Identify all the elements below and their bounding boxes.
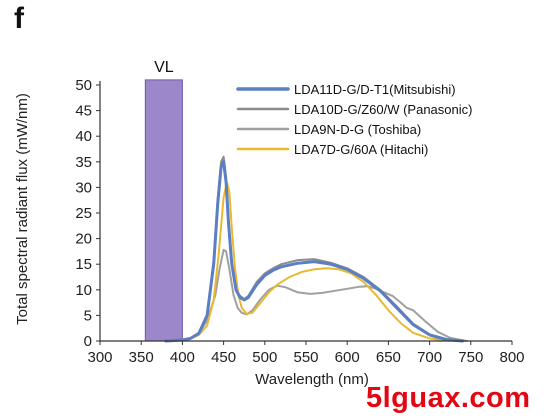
y-tick-label: 10 [75,282,92,299]
y-tick-label: 25 [75,205,92,222]
x-tick-label: 350 [129,349,154,366]
series-layer [164,155,468,343]
x-tick-label: 700 [417,349,442,366]
x-axis-label: Wavelength (nm) [255,371,369,388]
y-tick-label: 50 [75,77,92,94]
legend-label-0: LDA11D-G/D-T1(Mitsubishi) [294,82,456,97]
ticks-layer: 300 350 400 450 500 550 600 650 700 750 800 0 5 10 15 2… [75,77,524,366]
vl-band-layer: VL [144,59,183,342]
x-tick-label: 450 [211,349,236,366]
watermark: 5lguax.com [366,382,531,414]
series-line-3 [169,181,464,342]
x-tick-label: 800 [499,349,524,366]
y-axis-label: Total spectral radiant flux (mW/nm) [14,93,31,325]
y-tick-label: 35 [75,154,92,171]
y-tick-label: 0 [84,333,92,350]
legend-label-2: LDA9N-D-G (Toshiba) [294,122,421,137]
legend-label-3: LDA7D-G/60A (Hitachi) [294,142,428,157]
y-tick-label: 40 [75,128,92,145]
y-tick-label: 15 [75,256,92,273]
vl-band [144,79,183,342]
panel-letter: f [14,2,24,35]
y-tick-label: 45 [75,103,92,120]
x-tick-label: 500 [252,349,277,366]
x-tick-label: 750 [458,349,483,366]
x-tick-label: 550 [293,349,318,366]
series-line-0 [164,160,465,343]
legend: LDA11D-G/D-T1(Mitsubishi) LDA10D-G/Z60/W … [236,82,472,157]
legend-label-1: LDA10D-G/Z60/W (Panasonic) [294,102,472,117]
vl-band-label: VL [154,59,174,76]
series-line-2 [164,248,468,342]
x-tick-label: 400 [170,349,195,366]
x-tick-label: 600 [335,349,360,366]
y-tick-label: 30 [75,179,92,196]
y-tick-label: 20 [75,231,92,248]
y-tick-label: 5 [84,307,92,324]
x-tick-label: 300 [87,349,112,366]
x-tick-label: 650 [376,349,401,366]
